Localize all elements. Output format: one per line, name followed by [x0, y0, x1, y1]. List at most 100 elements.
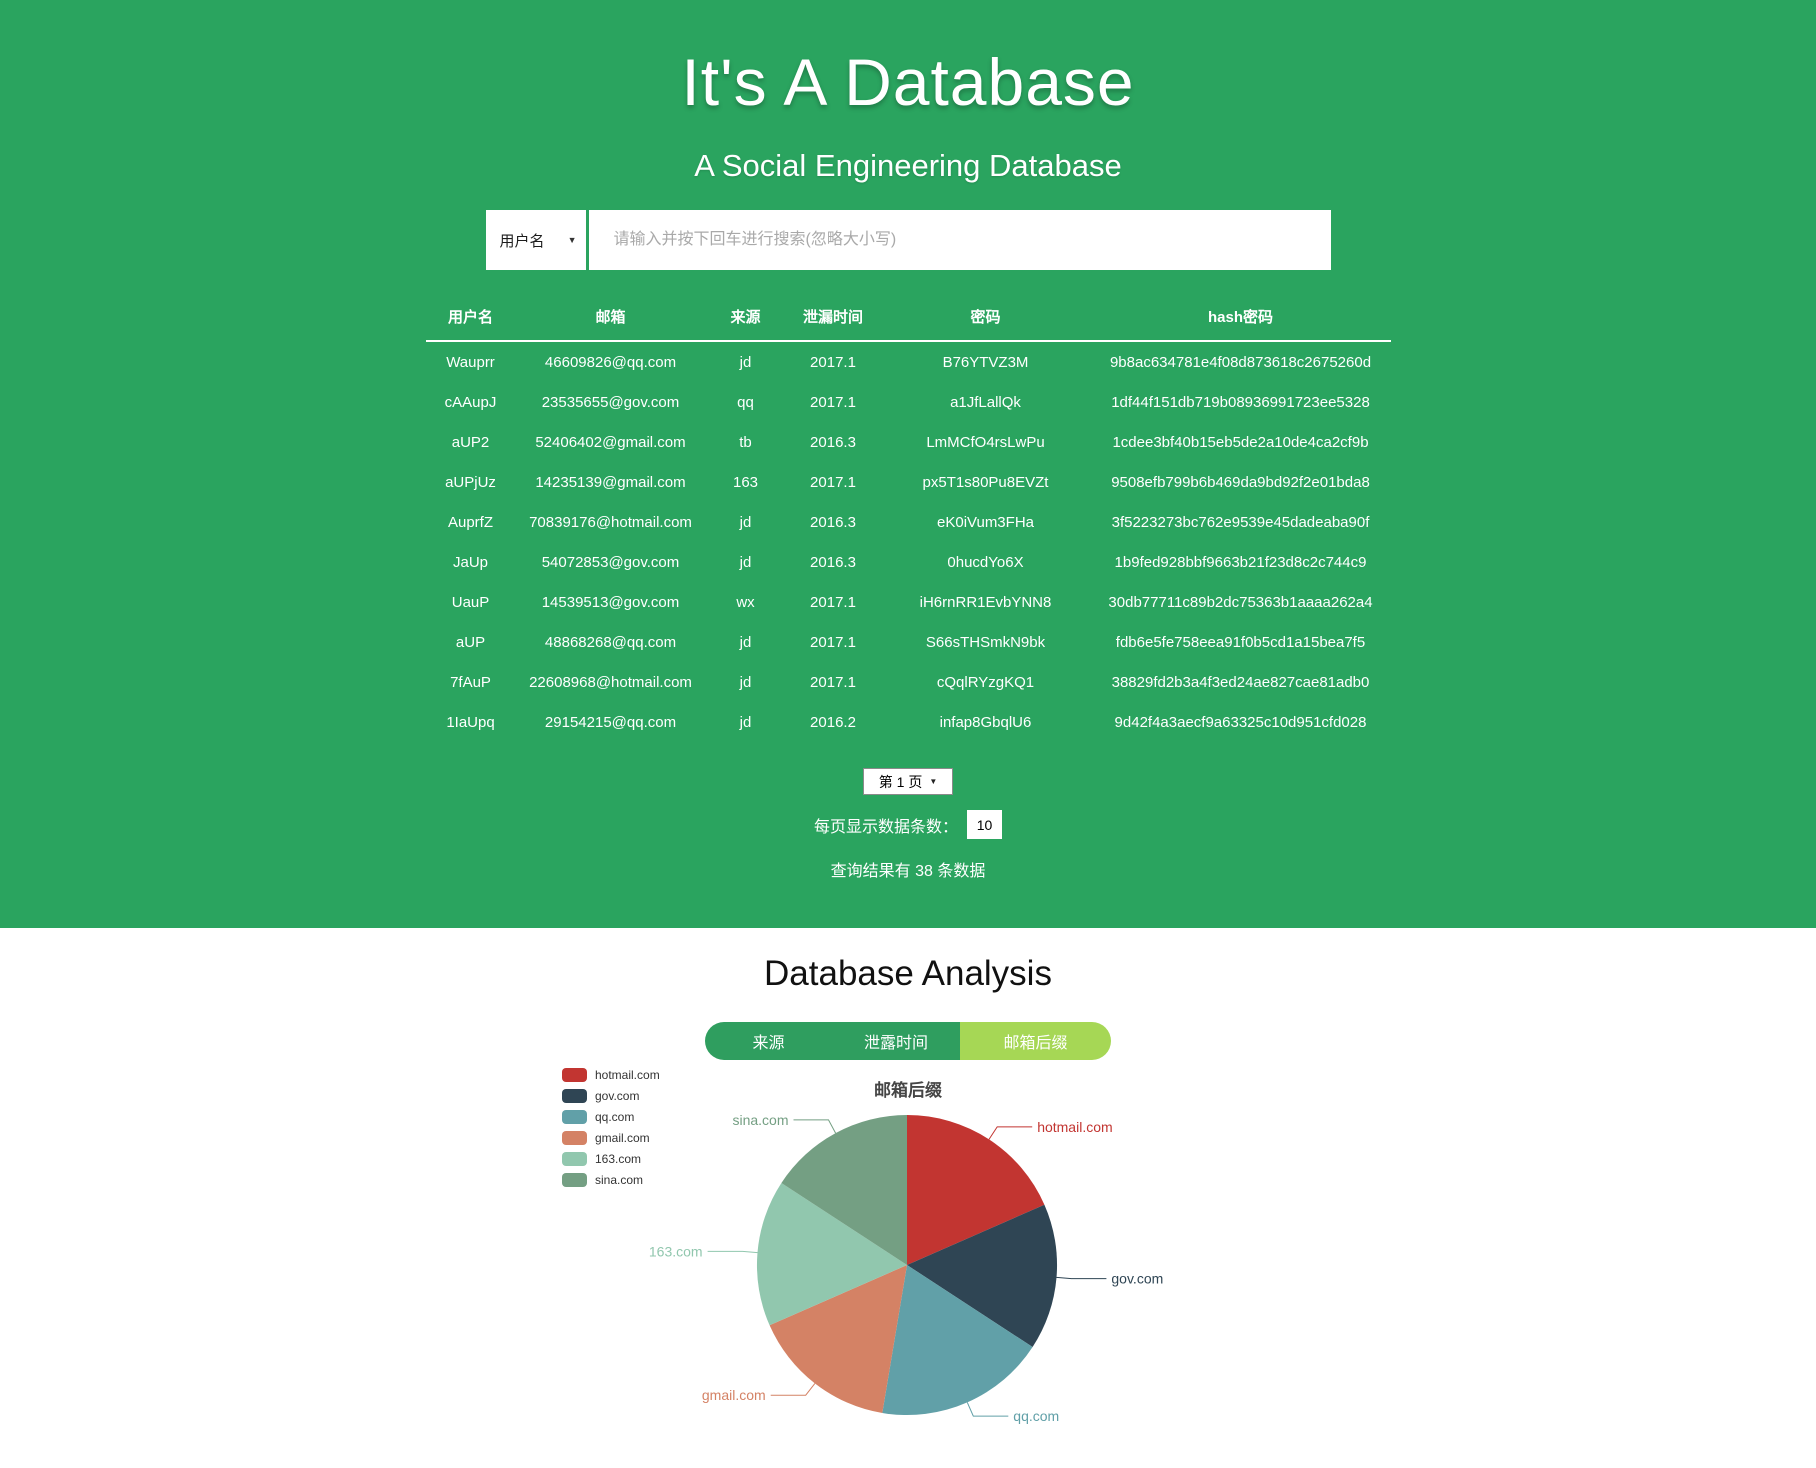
search-bar: 用户名 ▼: [485, 210, 1331, 270]
table-cell: 2017.1: [810, 393, 856, 411]
table-cell: 22608968@hotmail.com: [529, 673, 692, 691]
table-cell: 54072853@gov.com: [541, 553, 680, 571]
table-cell: 14539513@gov.com: [541, 593, 680, 611]
table-cell: jd: [739, 673, 752, 691]
table-cell: 23535655@gov.com: [541, 393, 680, 411]
table-body: Wauprr 46609826@qq.com jd 2017.1 B76YTVZ3M 9b…: [426, 341, 1391, 742]
table-cell: JaUp: [452, 553, 489, 571]
results-table: 用户名 邮箱 来源 泄漏时间 密码 hash密码 Wauprr 46609826@…: [425, 306, 1391, 742]
table-row: aUP2 52406402@gmail.com tb 2016.3 LmMCfO4rsL…: [426, 422, 1391, 462]
search-field-select[interactable]: 用户名 ▼: [485, 210, 586, 270]
legend-swatch: [562, 1068, 587, 1082]
table-cell: 2017.1: [810, 473, 856, 491]
table-cell: fdb6e5fe758eea91f0b5cd1a15bea7f5: [1115, 633, 1366, 651]
table-cell: eK0iVum3FHa: [937, 513, 1034, 531]
table-cell: qq: [737, 393, 754, 411]
table-cell: 1df44f151db719b08936991723ee5328: [1111, 393, 1370, 411]
legend-label: sina.com: [595, 1173, 644, 1187]
tab-leak-time[interactable]: 泄露时间: [832, 1022, 960, 1060]
col-header-source: 来源: [705, 306, 786, 342]
analysis-title: Database Analysis: [764, 954, 1052, 993]
table-cell: cQqlRYzgKQ1: [936, 673, 1035, 691]
table-cell: S66sTHSmkN9bk: [925, 633, 1046, 651]
table-row: AuprfZ 70839176@hotmail.com jd 2016.3 eK0iVu…: [426, 502, 1391, 542]
pie-slice-qq.com[interactable]: [882, 1265, 1033, 1416]
search-input[interactable]: [588, 210, 1331, 270]
table-cell: 2017.1: [810, 633, 856, 651]
analysis-section: Database Analysis 来源 泄露时间 邮箱后缀 邮箱后缀 hotm…: [0, 928, 1816, 1466]
col-header-leak-time: 泄漏时间: [785, 306, 881, 342]
legend-swatch: [562, 1110, 587, 1124]
search-field-select-value: 用户名: [499, 232, 545, 250]
table-cell: tb: [739, 433, 752, 451]
table-cell: UauP: [451, 593, 490, 611]
analysis-tabs: 来源 泄露时间 邮箱后缀: [705, 1022, 1111, 1060]
table-cell: 7fAuP: [450, 673, 491, 691]
chart-title: 邮箱后缀: [874, 1081, 942, 1100]
col-header-password: 密码: [880, 306, 1091, 342]
legend-item-sina.com[interactable]: sina.com: [562, 1173, 660, 1187]
table-cell: jd: [739, 513, 752, 531]
page-select[interactable]: 第 1 页 ▼: [863, 768, 953, 795]
table-cell: 2016.2: [810, 713, 856, 731]
table-row: Wauprr 46609826@qq.com jd 2017.1 B76YTVZ3M 9b…: [426, 341, 1391, 382]
table-cell: 0hucdYo6X: [947, 553, 1024, 571]
pie-chart: hotmail.com gov.com qq.com gmail.com 163.com…: [649, 1112, 1163, 1424]
table-cell: 9b8ac634781e4f08d873618c2675260d: [1109, 353, 1372, 371]
table-cell: Wauprr: [446, 353, 495, 371]
table-row: aUP 48868268@qq.com jd 2017.1 S66sTHSmkN9bk f…: [426, 622, 1391, 662]
table-cell: 48868268@qq.com: [544, 633, 677, 651]
legend-item-gov.com[interactable]: gov.com: [562, 1089, 660, 1103]
table-cell: 2016.3: [810, 513, 856, 531]
legend-label: 163.com: [595, 1152, 642, 1166]
col-header-username: 用户名: [425, 306, 516, 342]
legend-label: gov.com: [595, 1089, 640, 1103]
table-cell: 2017.1: [810, 593, 856, 611]
pie-slice-163.com[interactable]: [756, 1183, 907, 1326]
legend-swatch: [562, 1131, 587, 1145]
legend-item-qq.com[interactable]: qq.com: [562, 1110, 660, 1124]
legend-item-163.com[interactable]: 163.com: [562, 1152, 660, 1166]
legend-label: hotmail.com: [595, 1068, 660, 1082]
per-page-label: 每页显示数据条数：: [813, 818, 958, 836]
table-cell: aUP2: [451, 433, 490, 451]
table-cell: jd: [739, 713, 752, 731]
pie-slice-hotmail.com[interactable]: [907, 1115, 1045, 1265]
per-page-row: 每页显示数据条数：: [0, 810, 1816, 839]
tab-source[interactable]: 来源: [705, 1022, 832, 1060]
table-cell: 3f5223273bc762e9539e45dadeaba90f: [1111, 513, 1370, 531]
legend-item-gmail.com[interactable]: gmail.com: [562, 1131, 660, 1145]
legend-item-hotmail.com[interactable]: hotmail.com: [562, 1068, 660, 1082]
pie-label-line: [707, 1250, 758, 1254]
table-row: 7fAuP 22608968@hotmail.com jd 2017.1 cQqlRYz…: [426, 662, 1391, 702]
pie-slice-gmail.com[interactable]: [769, 1265, 907, 1413]
legend-label: qq.com: [595, 1110, 635, 1124]
table-cell: 163: [732, 473, 759, 491]
table-cell: 2016.3: [810, 433, 856, 451]
table-cell: 1cdee3bf40b15eb5de2a10de4ca2cf9b: [1112, 433, 1369, 451]
pie-label: qq.com: [1013, 1408, 1059, 1424]
per-page-input[interactable]: [967, 810, 1002, 839]
table-cell: LmMCfO4rsLwPu: [926, 433, 1045, 451]
col-header-hash: hash密码: [1090, 306, 1391, 342]
pie-label-line: [988, 1126, 1033, 1140]
tab-email-suffix[interactable]: 邮箱后缀: [960, 1022, 1111, 1060]
result-summary: 查询结果有 38 条数据: [830, 863, 986, 880]
table-row: 1IaUpq 29154215@qq.com jd 2016.2 infap8GbqlU…: [426, 702, 1391, 742]
legend-swatch: [562, 1089, 587, 1103]
pie-label: sina.com: [732, 1112, 788, 1128]
table-cell: 2017.1: [810, 673, 856, 691]
table-cell: 70839176@hotmail.com: [529, 513, 692, 531]
pie-slice-sina.com[interactable]: [781, 1115, 907, 1265]
table-cell: a1JfLallQk: [950, 393, 1021, 411]
pie-slice-gov.com[interactable]: [907, 1204, 1058, 1347]
table-cell: aUPjUz: [445, 473, 496, 491]
table-cell: 9d42f4a3aecf9a63325c10d951cfd028: [1114, 713, 1367, 731]
col-header-email: 邮箱: [515, 306, 706, 342]
chevron-down-icon: ▼: [567, 235, 577, 245]
table-row: JaUp 54072853@gov.com jd 2016.3 0hucdYo6X 1b9…: [426, 542, 1391, 582]
table-cell: 9508efb799b6b469da9bd92f2e01bda8: [1111, 473, 1370, 491]
legend-swatch: [562, 1152, 587, 1166]
pie-label: gmail.com: [702, 1387, 766, 1403]
table-row: aUPjUz 14235139@gmail.com 163 2017.1 px5T1s8…: [426, 462, 1391, 502]
